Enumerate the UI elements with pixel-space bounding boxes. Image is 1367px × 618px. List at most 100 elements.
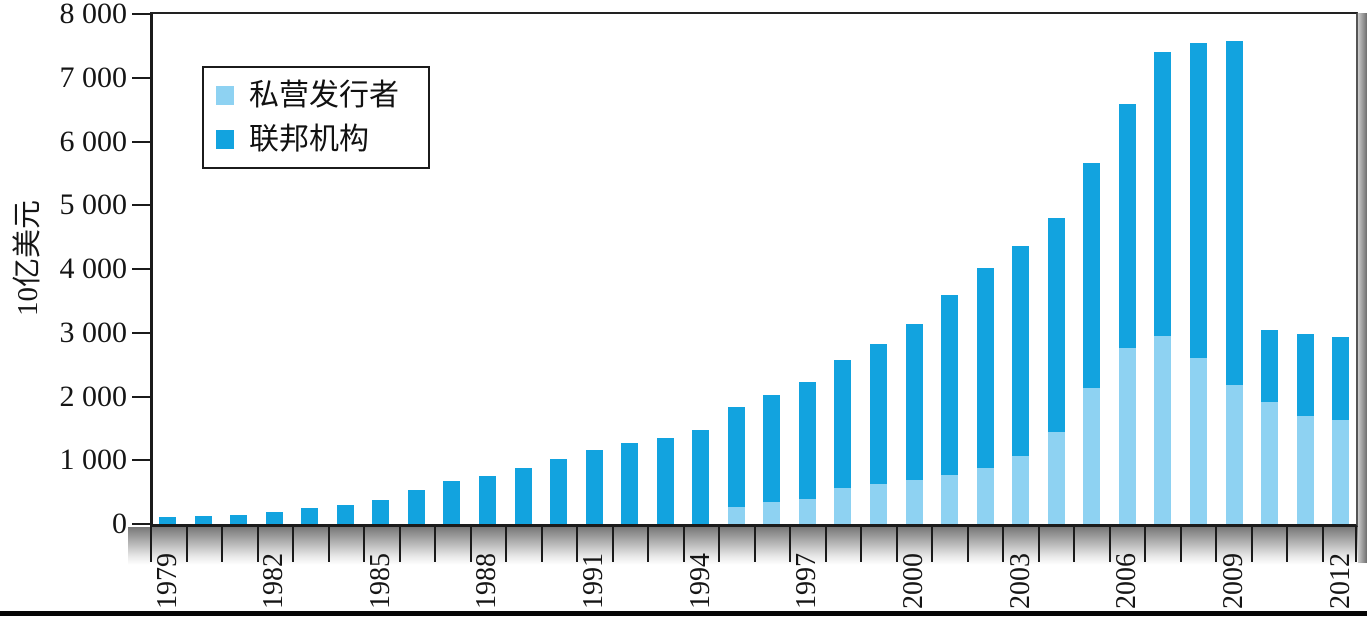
bar-2001-federal	[941, 295, 959, 475]
legend-item-federal: 联邦机构	[216, 122, 428, 156]
x-tick-0	[150, 527, 152, 562]
y-tick-2000	[132, 395, 151, 398]
bar-1994-federal	[692, 429, 710, 524]
bar-2010-private	[1261, 402, 1279, 524]
x-tick-30	[1215, 527, 1217, 562]
plot-right-shadow	[1358, 13, 1367, 563]
x-tick-25	[1037, 527, 1040, 562]
y-tick-label-6000: 6 000	[59, 124, 128, 158]
bar-2005-federal	[1083, 162, 1101, 389]
y-tick-label-0: 0	[112, 507, 127, 540]
x-axis-shade-band	[128, 527, 1367, 565]
y-tick-label-8000: 8 000	[59, 0, 128, 30]
bar-2002-private	[976, 468, 994, 524]
bar-1983-federal	[301, 507, 319, 524]
x-tick-label-2000: 2000	[898, 553, 930, 609]
x-tick-19	[824, 527, 827, 562]
x-tick-label-2006: 2006	[1111, 553, 1143, 609]
x-tick-23	[966, 527, 969, 562]
bar-2006-federal	[1118, 103, 1136, 349]
y-tick-label-1000: 1 000	[59, 443, 128, 477]
x-tick-7	[398, 527, 401, 562]
bar-2012-private	[1332, 420, 1350, 524]
bar-1999-private	[870, 484, 887, 524]
x-tick-label-2012: 2012	[1324, 553, 1356, 609]
bar-2004-private	[1047, 431, 1065, 524]
bar-1987-federal	[443, 481, 461, 524]
bar-2000-federal	[905, 324, 923, 481]
x-tick-label-1982: 1982	[258, 553, 290, 609]
x-tick-11	[540, 527, 543, 562]
bar-2003-federal	[1012, 246, 1030, 457]
x-tick-17	[753, 527, 756, 562]
x-tick-8	[434, 527, 436, 562]
x-tick-label-1991: 1991	[578, 553, 610, 609]
y-tick-6000	[132, 140, 151, 143]
bar-1988-federal	[478, 476, 496, 524]
bar-1996-private	[763, 502, 781, 524]
x-tick-20	[860, 527, 862, 562]
y-tick-5000	[132, 204, 151, 207]
y-tick-8000	[132, 13, 151, 15]
bottom-rule	[0, 611, 1367, 616]
x-tick-5	[327, 527, 330, 562]
x-tick-1	[185, 527, 188, 562]
x-tick-29	[1179, 527, 1182, 562]
y-tick-0	[132, 523, 151, 525]
x-tick-label-1988: 1988	[471, 553, 503, 609]
x-tick-18	[789, 527, 791, 562]
bar-2004-federal	[1047, 218, 1065, 432]
y-tick-label-7000: 7 000	[59, 60, 128, 94]
y-tick-1000	[132, 459, 151, 462]
x-tick-33	[1321, 527, 1324, 562]
x-tick-14	[647, 527, 649, 562]
bar-2000-private	[905, 480, 923, 524]
bar-2003-private	[1012, 456, 1030, 524]
bar-1985-federal	[372, 500, 390, 524]
bar-1982-federal	[265, 512, 283, 524]
bar-2009-federal	[1225, 40, 1243, 386]
bar-1998-private	[834, 488, 852, 524]
legend-label-private: 私营发行者	[249, 78, 399, 112]
bars-container	[153, 14, 1356, 524]
bar-1991-federal	[585, 450, 603, 524]
bar-2008-federal	[1189, 42, 1207, 359]
x-tick-12	[576, 527, 578, 562]
bar-2005-private	[1083, 388, 1101, 524]
y-tick-4000	[132, 268, 151, 270]
bar-1996-federal	[763, 395, 781, 503]
private-issuers-swatch-icon	[216, 86, 234, 105]
x-tick-34	[1355, 527, 1357, 562]
x-tick-2	[221, 527, 223, 562]
bar-2007-private	[1154, 335, 1172, 524]
bar-1980-federal	[194, 516, 212, 524]
bar-2009-private	[1225, 385, 1243, 524]
legend: 私营发行者 联邦机构	[202, 66, 430, 169]
x-tick-4	[292, 527, 294, 562]
legend-label-federal: 联邦机构	[249, 122, 369, 156]
y-tick-7000	[132, 76, 151, 79]
bar-1997-federal	[798, 382, 816, 500]
legend-item-private: 私营发行者	[216, 78, 428, 112]
bar-1993-federal	[656, 437, 674, 524]
x-tick-label-1997: 1997	[791, 553, 823, 609]
x-tick-27	[1108, 527, 1111, 562]
y-tick-label-4000: 4 000	[59, 252, 128, 285]
bar-1992-federal	[621, 442, 639, 524]
y-tick-label-2000: 2 000	[59, 379, 128, 413]
bar-2010-federal	[1261, 330, 1279, 403]
x-tick-32	[1286, 527, 1288, 562]
x-tick-9	[469, 527, 472, 562]
y-tick-label-3000: 3 000	[59, 315, 128, 349]
x-tick-15	[682, 527, 685, 562]
bar-2012-federal	[1332, 337, 1350, 421]
x-tick-label-2009: 2009	[1218, 553, 1249, 609]
bar-1984-federal	[336, 504, 354, 524]
bar-1995-federal	[727, 406, 745, 507]
x-tick-21	[895, 527, 898, 562]
bar-1989-federal	[514, 468, 532, 524]
bar-1998-federal	[834, 359, 852, 489]
bar-2011-private	[1296, 416, 1314, 524]
x-tick-16	[718, 527, 720, 562]
